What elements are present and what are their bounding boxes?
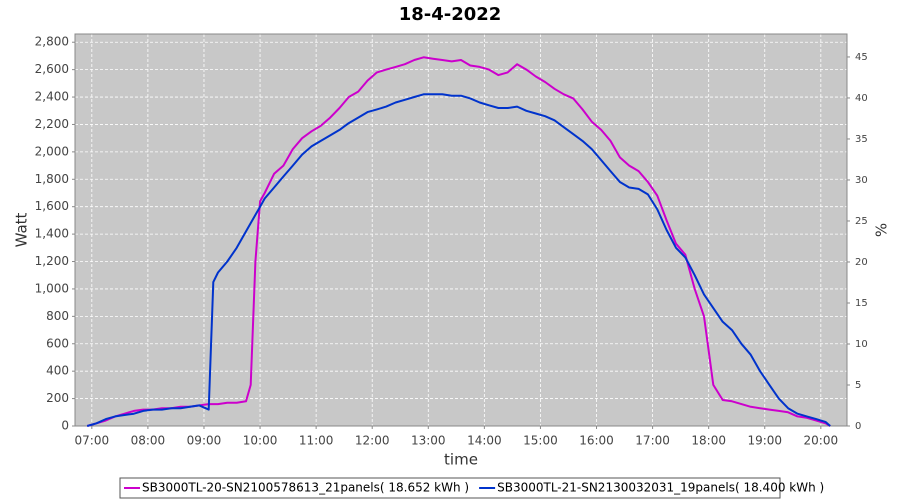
x-tick-label: 16:00 (579, 434, 614, 448)
y2-axis-label: % (873, 223, 891, 237)
y2-tick-label: 0 (855, 421, 861, 432)
chart-title: 18-4-2022 (399, 4, 502, 25)
x-tick-label: 08:00 (131, 434, 166, 448)
y-tick-label: 2,400 (35, 90, 69, 104)
y-tick-label: 2,200 (35, 117, 69, 131)
x-tick-label: 09:00 (187, 434, 222, 448)
y-tick-label: 800 (46, 309, 69, 323)
x-tick-label: 12:00 (355, 434, 390, 448)
x-axis-label: time (444, 451, 478, 469)
x-tick-label: 19:00 (747, 434, 782, 448)
y2-tick-label: 5 (855, 380, 861, 391)
y-tick-label: 2,600 (35, 62, 69, 76)
x-tick-label: 15:00 (523, 434, 558, 448)
x-tick-label: 20:00 (804, 434, 839, 448)
y-tick-label: 1,200 (35, 254, 69, 268)
y-tick-label: 1,600 (35, 199, 69, 213)
x-tick-label: 11:00 (299, 434, 334, 448)
x-tick-label: 10:00 (243, 434, 278, 448)
y2-tick-label: 40 (855, 93, 868, 104)
y2-tick-label: 35 (855, 134, 868, 145)
legend-box (119, 477, 781, 499)
plot-area (75, 34, 847, 426)
y2-tick-label: 30 (855, 175, 868, 186)
x-tick-label: 14:00 (467, 434, 502, 448)
y-tick-label: 2,800 (35, 35, 69, 49)
legend-label: SB3000TL-20-SN2100578613_21panels( 18.65… (142, 481, 469, 495)
y2-tick-label: 45 (855, 52, 868, 63)
series-line (86, 93, 831, 427)
x-tick-label: 13:00 (411, 434, 446, 448)
legend-label: SB3000TL-21-SN2130032031_19panels( 18.40… (497, 481, 824, 495)
y-tick-label: 200 (46, 391, 69, 405)
y-tick-label: 1,800 (35, 172, 69, 186)
plot-border (74, 33, 848, 427)
y2-tick-label: 20 (855, 257, 868, 268)
y-tick-label: 1,000 (35, 281, 69, 295)
y-tick-label: 400 (46, 364, 69, 378)
x-tick-label: 18:00 (691, 434, 726, 448)
y-tick-label: 0 (61, 419, 69, 433)
y-axis-label: Watt (13, 212, 31, 247)
y2-tick-label: 25 (855, 216, 868, 227)
y2-tick-label: 15 (855, 298, 868, 309)
y-tick-label: 600 (46, 336, 69, 350)
x-tick-label: 17:00 (635, 434, 670, 448)
x-tick-label: 07:00 (75, 434, 110, 448)
y-tick-label: 2,000 (35, 144, 69, 158)
y2-tick-label: 10 (855, 339, 868, 350)
y-tick-label: 1,400 (35, 227, 69, 241)
series-line (86, 56, 831, 427)
